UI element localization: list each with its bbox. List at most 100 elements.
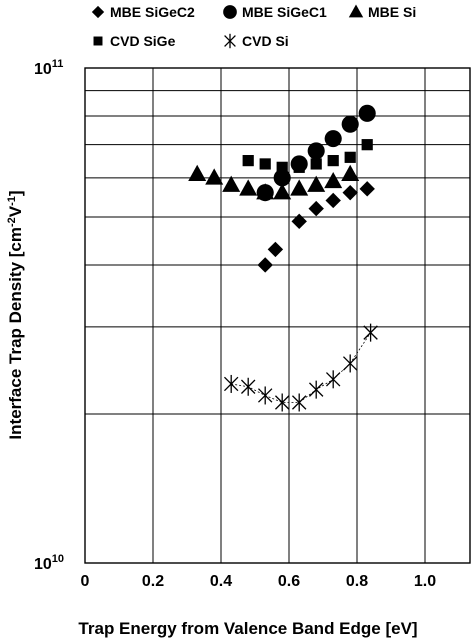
data-point (256, 183, 275, 200)
square-shape (327, 155, 339, 167)
data-point (363, 323, 378, 342)
triangle-shape (341, 164, 360, 182)
data-point (223, 374, 239, 393)
legend-square-icon (93, 36, 103, 46)
circle-shape (358, 104, 376, 122)
y-tick-label: 1011 (34, 58, 63, 78)
data-point (188, 164, 207, 182)
data-point (342, 354, 358, 373)
data-point (259, 158, 271, 170)
circle-shape (341, 115, 359, 133)
data-point (358, 104, 376, 122)
legend-label: MBE SiGeC2 (110, 4, 195, 20)
triangle-shape (222, 175, 241, 192)
diamond-shape (342, 184, 358, 201)
asterisk-stroke (308, 382, 324, 397)
legend-label: CVD SiGe (110, 33, 176, 49)
triangle-shape (239, 179, 258, 196)
triangle-shape (307, 175, 326, 192)
y-axis-title: Interface Trap Density [cm-2V-1] (6, 190, 25, 439)
legend-item: MBE Si (348, 4, 416, 20)
data-point (341, 115, 359, 133)
y-axis-title-end: ] (6, 190, 25, 196)
data-point (325, 370, 341, 389)
triangle-shape (324, 171, 343, 189)
data-point (307, 142, 325, 160)
circle-shape (273, 169, 291, 187)
triangle-shape (290, 179, 309, 196)
y-tick-exp: 10 (52, 553, 64, 565)
square-shape (310, 158, 322, 170)
data-point (308, 200, 324, 217)
data-point (205, 168, 224, 185)
y-axis-title-exp2: -1 (6, 196, 18, 206)
data-point (273, 183, 292, 200)
square-shape (259, 158, 271, 170)
triangle-shape (348, 4, 364, 18)
data-point (324, 171, 343, 189)
data-point (290, 179, 309, 196)
y-axis-title-exp1: -2 (6, 217, 18, 227)
data-point (239, 179, 258, 196)
x-tick-label: 0.8 (346, 573, 368, 590)
legend-asterisk-icon (224, 33, 236, 49)
series-square (242, 139, 373, 173)
circle-shape (324, 130, 342, 148)
y-tick-exp: 11 (52, 58, 64, 70)
y-tick-label: 1010 (34, 553, 64, 573)
circle-shape (307, 142, 325, 160)
data-point (341, 164, 360, 182)
data-point (240, 377, 256, 396)
legend-triangle-icon (348, 4, 364, 18)
legend: MBE SiGeC2 MBE SiGeC1 MBE Si CVD SiGe CVD Si (91, 4, 416, 49)
data-point (361, 139, 373, 151)
y-tick-base: 10 (34, 556, 52, 573)
legend-circle-icon (223, 5, 237, 19)
data-point (359, 181, 375, 197)
asterisk-stroke (224, 35, 236, 47)
data-point (293, 161, 305, 173)
square-shape (344, 151, 356, 163)
square-shape (93, 36, 103, 46)
asterisk-stroke (291, 395, 307, 410)
data-point (242, 155, 254, 167)
x-tick-label: 0.4 (210, 573, 232, 590)
x-tick-label: 0 (81, 573, 90, 590)
x-tick-label: 0.2 (142, 573, 164, 590)
data-point (274, 393, 290, 412)
square-shape (276, 161, 288, 173)
asterisk-stroke (274, 395, 290, 410)
diamond-shape (325, 192, 341, 209)
data-point (310, 158, 322, 170)
data-point (342, 184, 358, 201)
data-point (222, 175, 241, 192)
asterisk-stroke (342, 356, 358, 371)
circle-shape (223, 5, 237, 19)
data-point (273, 169, 291, 187)
asterisk-stroke (363, 325, 378, 340)
asterisk-stroke (240, 379, 256, 394)
triangle-shape (205, 168, 224, 185)
data-point (307, 175, 326, 192)
asterisk-stroke (223, 376, 239, 392)
series-diamond (257, 181, 375, 273)
triangle-shape (273, 183, 292, 200)
y-axis-title-base: Interface Trap Density [cm (6, 227, 25, 440)
legend-item: CVD Si (224, 33, 289, 49)
square-shape (361, 139, 373, 151)
data-point (257, 386, 273, 405)
legend-item: CVD SiGe (93, 33, 176, 49)
diamond-shape (359, 181, 375, 197)
diamond-shape (91, 5, 105, 19)
asterisk-stroke (325, 372, 341, 387)
legend-label: MBE SiGeC1 (242, 4, 327, 20)
triangle-shape (188, 164, 207, 182)
data-point (324, 130, 342, 148)
data-point (291, 213, 307, 230)
data-point (291, 393, 307, 412)
x-tick-label: 0.6 (278, 573, 300, 590)
data-marks (188, 104, 378, 412)
data-point (276, 161, 288, 173)
